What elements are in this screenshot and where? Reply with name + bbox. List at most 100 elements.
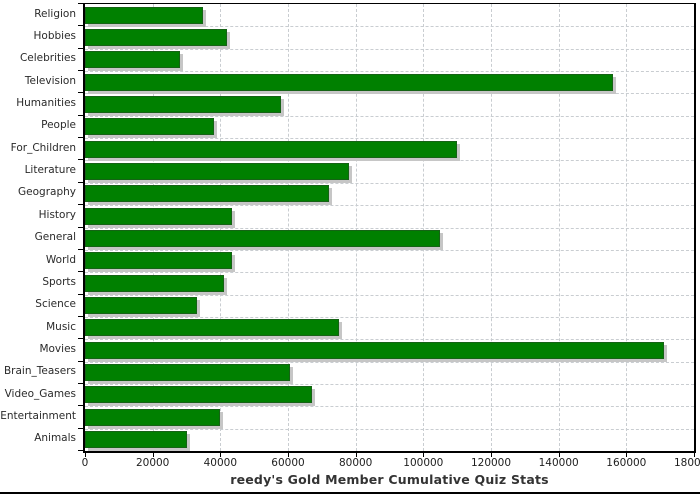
y-axis-label: Geography xyxy=(18,186,76,199)
y-tick-mark xyxy=(78,405,84,407)
gridline-horizontal xyxy=(85,339,694,341)
gridline-horizontal xyxy=(85,227,694,229)
y-axis-label: Celebrities xyxy=(19,52,76,65)
gridline-horizontal xyxy=(85,361,694,363)
bar-celebrities xyxy=(85,51,180,69)
y-axis-label: Entertainment xyxy=(0,409,76,422)
y-tick-mark xyxy=(78,360,84,362)
y-axis-label: Literature xyxy=(24,164,76,177)
y-tick-mark xyxy=(78,248,84,250)
x-axis-tick-label: 160000 xyxy=(606,457,647,469)
y-tick-mark xyxy=(78,382,84,384)
bar-video_games xyxy=(85,386,312,404)
y-tick-mark xyxy=(78,271,84,273)
bar-literature xyxy=(85,162,349,180)
gridline-horizontal xyxy=(85,48,694,50)
y-tick-mark xyxy=(78,3,84,4)
y-tick-mark xyxy=(78,92,84,94)
bar-entertainment xyxy=(85,408,221,426)
y-axis-label: People xyxy=(41,119,76,132)
gridline-horizontal xyxy=(85,26,694,28)
y-axis-label: Science xyxy=(35,298,76,311)
gridline-horizontal xyxy=(85,93,694,95)
y-tick-mark xyxy=(78,204,84,206)
x-tick-mark xyxy=(558,452,560,457)
gridline-horizontal xyxy=(85,294,694,296)
y-tick-mark xyxy=(78,181,84,183)
gridline-horizontal xyxy=(85,115,694,117)
bar-for_children xyxy=(85,140,458,158)
bar-humanities xyxy=(85,95,282,113)
gridline-horizontal xyxy=(85,406,694,408)
y-axis-label: Religion xyxy=(34,7,76,20)
y-axis-label: General xyxy=(34,231,76,244)
y-axis-label: Brain_Teasers xyxy=(3,365,76,378)
bar-history xyxy=(85,207,233,225)
x-axis-tick-label: 100000 xyxy=(403,457,444,469)
x-tick-mark xyxy=(694,452,695,457)
chart-title: reedy's Gold Member Cumulative Quiz Stat… xyxy=(230,472,549,487)
x-tick-mark xyxy=(288,452,289,457)
y-tick-mark xyxy=(78,293,84,295)
y-tick-mark xyxy=(78,137,84,139)
x-axis-tick-label: 20000 xyxy=(135,457,170,469)
bar-brain_teasers xyxy=(85,364,290,382)
plot-area xyxy=(83,3,696,453)
bar-religion xyxy=(85,6,204,24)
gridline-horizontal xyxy=(85,205,694,207)
x-axis-tick-label: 120000 xyxy=(470,457,512,469)
x-tick-mark xyxy=(423,452,425,457)
bar-hobbies xyxy=(85,28,228,46)
y-tick-mark xyxy=(78,338,84,340)
x-axis-tick-label: 80000 xyxy=(338,457,373,469)
y-tick-mark xyxy=(78,427,84,429)
x-axis-tick-label: 60000 xyxy=(271,457,305,469)
bar-music xyxy=(85,319,339,337)
y-axis-label: Animals xyxy=(34,432,76,445)
y-tick-mark xyxy=(78,114,84,116)
x-axis-tick-label: 0 xyxy=(81,457,89,469)
gridline-horizontal xyxy=(85,182,694,184)
bar-movies xyxy=(85,341,664,359)
gridline-horizontal xyxy=(85,383,694,385)
bar-geography xyxy=(85,185,329,203)
y-axis-label: Sports xyxy=(42,275,76,288)
gridline-horizontal xyxy=(85,272,694,274)
bar-science xyxy=(85,297,197,315)
bar-general xyxy=(85,230,441,247)
image-bottom-border xyxy=(0,492,700,494)
y-axis-label: Music xyxy=(46,320,76,333)
x-tick-mark xyxy=(220,452,222,457)
y-axis-label: Movies xyxy=(39,342,76,355)
bar-sports xyxy=(85,274,224,292)
y-axis-label: History xyxy=(38,208,76,221)
y-tick-mark xyxy=(78,159,84,161)
y-tick-mark xyxy=(78,25,84,27)
x-axis-tick-label: 40000 xyxy=(203,457,238,469)
x-tick-mark xyxy=(152,452,154,457)
y-axis-label: For_Children xyxy=(10,141,76,154)
gridline-horizontal xyxy=(85,316,694,318)
x-tick-mark xyxy=(626,452,628,457)
y-axis-label: Television xyxy=(24,74,76,87)
y-tick-mark xyxy=(78,450,84,451)
bar-animals xyxy=(85,431,187,449)
y-axis-label: Hobbies xyxy=(33,30,77,43)
bar-world xyxy=(85,252,233,270)
gridline-horizontal xyxy=(85,249,694,251)
x-tick-mark xyxy=(355,452,357,457)
y-axis-label: Video_Games xyxy=(4,387,76,400)
y-tick-mark xyxy=(78,70,84,72)
y-tick-mark xyxy=(78,315,84,317)
bar-people xyxy=(85,118,214,136)
gridline-horizontal xyxy=(85,71,694,73)
bar-television xyxy=(85,73,613,91)
y-tick-mark xyxy=(78,47,84,49)
x-axis-tick-label: 180000 xyxy=(673,457,700,469)
x-tick-mark xyxy=(491,452,492,457)
x-tick-mark xyxy=(85,452,86,457)
gridline-horizontal xyxy=(85,138,694,140)
gridline-horizontal xyxy=(85,160,694,162)
x-axis-tick-label: 140000 xyxy=(538,457,579,469)
